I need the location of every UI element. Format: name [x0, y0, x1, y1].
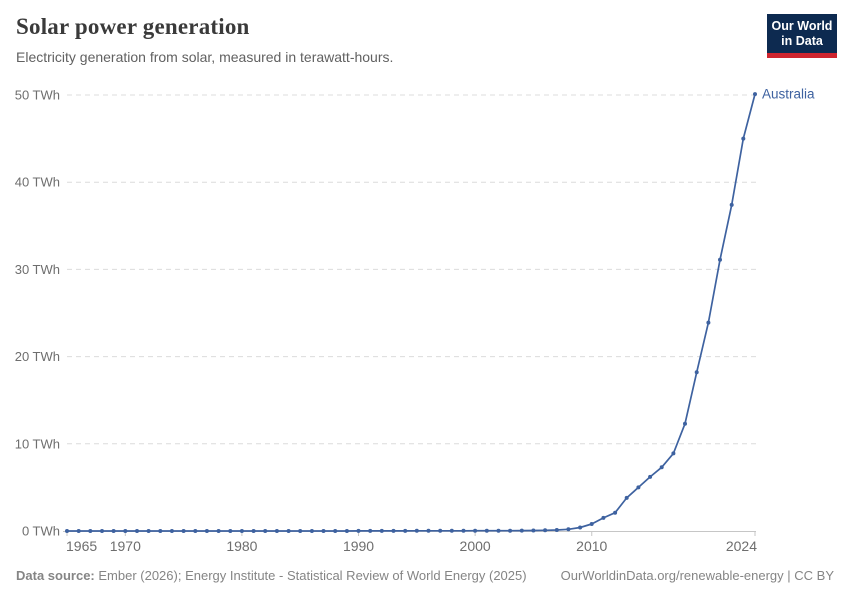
- data-point[interactable]: [321, 529, 326, 533]
- owid-logo: Our World in Data: [767, 14, 837, 58]
- data-point[interactable]: [438, 528, 443, 533]
- data-point[interactable]: [426, 528, 431, 533]
- series-line[interactable]: [67, 93, 756, 532]
- data-point[interactable]: [414, 528, 419, 533]
- data-point[interactable]: [111, 529, 116, 533]
- data-point[interactable]: [508, 528, 513, 533]
- x-tick-label: 2024: [726, 538, 757, 554]
- data-point[interactable]: [204, 529, 209, 533]
- data-point[interactable]: [473, 528, 478, 533]
- data-point[interactable]: [531, 528, 536, 533]
- chart-header: Solar power generation Electricity gener…: [16, 14, 740, 65]
- data-point[interactable]: [88, 529, 93, 533]
- owid-logo-stripe: [767, 53, 837, 58]
- owid-link[interactable]: OurWorldinData.org/renewable-energy | CC…: [560, 568, 834, 583]
- data-point[interactable]: [263, 529, 268, 533]
- data-point[interactable]: [344, 529, 349, 533]
- data-source-text: Ember (2026); Energy Institute - Statist…: [94, 568, 527, 583]
- x-tick-label: 2010: [576, 538, 607, 554]
- data-point[interactable]: [718, 257, 722, 262]
- entity-label: Australia: [762, 87, 815, 102]
- data-point[interactable]: [543, 528, 548, 533]
- data-point[interactable]: [239, 529, 244, 533]
- data-point[interactable]: [286, 529, 291, 533]
- data-point[interactable]: [566, 527, 571, 532]
- data-point[interactable]: [181, 529, 186, 533]
- data-point[interactable]: [706, 320, 711, 325]
- data-point[interactable]: [554, 528, 559, 532]
- data-point[interactable]: [624, 495, 629, 500]
- data-point[interactable]: [368, 528, 373, 533]
- data-point[interactable]: [146, 529, 151, 533]
- data-point[interactable]: [403, 528, 408, 533]
- data-point[interactable]: [135, 529, 139, 533]
- data-point[interactable]: [274, 529, 279, 533]
- data-point[interactable]: [484, 528, 489, 533]
- y-tick-label: 20 TWh: [15, 349, 60, 364]
- data-point[interactable]: [694, 370, 699, 375]
- data-point[interactable]: [636, 485, 641, 490]
- x-tick-label: 1970: [110, 538, 141, 554]
- data-point[interactable]: [356, 528, 361, 533]
- y-tick-label: 40 TWh: [15, 175, 60, 190]
- data-point[interactable]: [193, 529, 198, 533]
- data-point[interactable]: [613, 510, 618, 515]
- data-source-label: Data source:: [16, 568, 95, 583]
- owid-logo-text: Our World in Data: [767, 14, 837, 53]
- data-point[interactable]: [216, 529, 221, 533]
- data-point[interactable]: [123, 529, 128, 533]
- data-point[interactable]: [601, 515, 606, 520]
- data-point[interactable]: [753, 92, 757, 97]
- data-point[interactable]: [379, 528, 384, 533]
- x-tick-label: 1965: [66, 538, 97, 554]
- x-tick-label: 1990: [343, 538, 374, 554]
- data-point[interactable]: [741, 136, 746, 141]
- y-tick-label: 30 TWh: [15, 262, 60, 277]
- data-point[interactable]: [76, 529, 81, 533]
- owid-logo-line2: in Data: [781, 34, 823, 48]
- x-tick-label: 2000: [460, 538, 491, 554]
- data-point[interactable]: [333, 529, 338, 533]
- data-point[interactable]: [683, 421, 687, 426]
- data-point[interactable]: [449, 528, 454, 533]
- y-tick-label: 10 TWh: [15, 436, 60, 451]
- data-point[interactable]: [309, 529, 314, 533]
- data-point[interactable]: [100, 529, 104, 533]
- y-tick-label: 50 TWh: [15, 88, 60, 103]
- data-point[interactable]: [496, 528, 501, 533]
- data-point[interactable]: [158, 529, 163, 533]
- chart-footer: Data source: Ember (2026); Energy Instit…: [16, 568, 834, 583]
- data-point[interactable]: [659, 465, 664, 470]
- data-point[interactable]: [729, 202, 734, 207]
- data-point[interactable]: [578, 525, 583, 530]
- data-point[interactable]: [519, 528, 524, 533]
- data-point[interactable]: [251, 529, 256, 533]
- data-point[interactable]: [228, 529, 233, 533]
- data-point[interactable]: [169, 529, 174, 533]
- data-point[interactable]: [298, 529, 303, 533]
- data-source-note: Data source: Ember (2026); Energy Instit…: [16, 568, 527, 583]
- data-point[interactable]: [589, 522, 594, 526]
- data-point[interactable]: [65, 529, 69, 533]
- owid-logo-line1: Our World: [771, 19, 833, 33]
- data-point[interactable]: [671, 451, 676, 456]
- data-point[interactable]: [391, 528, 396, 533]
- chart-subtitle: Electricity generation from solar, measu…: [16, 49, 394, 65]
- data-point[interactable]: [648, 474, 653, 479]
- data-point[interactable]: [461, 528, 466, 533]
- y-tick-label: 0 TWh: [22, 524, 60, 539]
- x-tick-label: 1980: [226, 538, 257, 554]
- page-title: Solar power generation: [16, 14, 250, 39]
